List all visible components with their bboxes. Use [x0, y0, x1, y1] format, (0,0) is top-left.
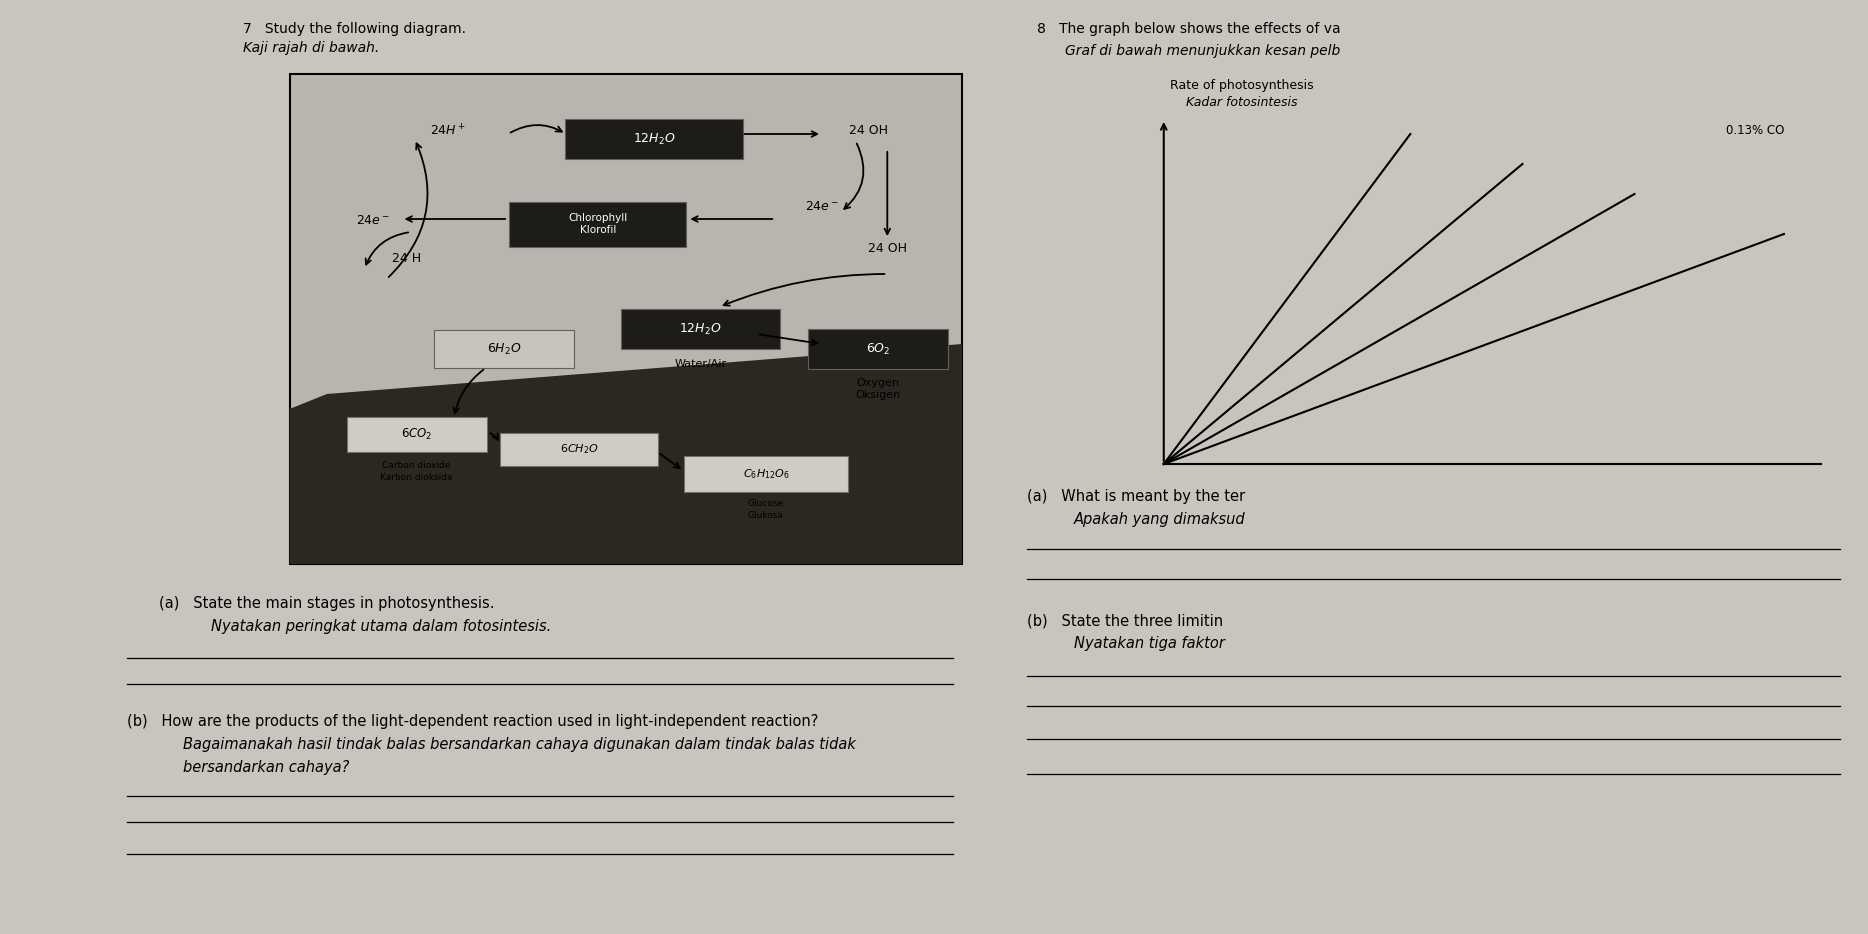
Text: 24 OH: 24 OH: [850, 124, 887, 137]
Text: (b)   How are the products of the light-dependent reaction used in light-indepen: (b) How are the products of the light-de…: [127, 714, 818, 729]
Bar: [684, 456, 848, 492]
Text: 0.13% CO: 0.13% CO: [1726, 124, 1784, 137]
Text: (a)   State the main stages in photosynthesis.: (a) State the main stages in photosynthe…: [159, 596, 495, 611]
Text: $12H_2O$: $12H_2O$: [633, 132, 674, 147]
Bar: [809, 329, 949, 369]
Text: 8   The graph below shows the effects of va: 8 The graph below shows the effects of v…: [1037, 22, 1341, 36]
Text: (b)   State the three limitin: (b) State the three limitin: [1027, 614, 1224, 629]
Text: $24 e^-$: $24 e^-$: [357, 215, 390, 228]
Text: Bagaimanakah hasil tindak balas bersandarkan cahaya digunakan dalam tindak balas: Bagaimanakah hasil tindak balas bersanda…: [183, 737, 856, 752]
Bar: [501, 432, 659, 465]
Text: $C_6H_{12}O_6$: $C_6H_{12}O_6$: [742, 467, 790, 481]
Text: Carbon dioxide: Carbon dioxide: [383, 461, 450, 471]
Text: $24 e^-$: $24 e^-$: [805, 200, 839, 213]
Text: Rate of photosynthesis: Rate of photosynthesis: [1171, 79, 1313, 92]
Bar: [347, 417, 488, 451]
Text: Kaji rajah di bawah.: Kaji rajah di bawah.: [243, 41, 379, 55]
Text: Kadar fotosintesis: Kadar fotosintesis: [1186, 96, 1298, 109]
Text: 24 H: 24 H: [392, 252, 422, 265]
Text: Water/Air: Water/Air: [674, 359, 727, 369]
Text: $24 H^+$: $24 H^+$: [430, 123, 467, 138]
Text: $6CO_2$: $6CO_2$: [402, 427, 432, 442]
Text: 24 OH: 24 OH: [869, 243, 906, 256]
Text: bersandarkan cahaya?: bersandarkan cahaya?: [183, 760, 349, 775]
Bar: [290, 74, 962, 564]
Text: (a)   What is meant by the ter: (a) What is meant by the ter: [1027, 489, 1246, 504]
Bar: [510, 202, 687, 247]
Bar: [566, 119, 743, 159]
Polygon shape: [290, 344, 962, 564]
Bar: [435, 330, 575, 368]
Text: Nyatakan peringkat utama dalam fotosintesis.: Nyatakan peringkat utama dalam fotosinte…: [211, 619, 551, 634]
Text: Nyatakan tiga faktor: Nyatakan tiga faktor: [1074, 636, 1225, 651]
Text: Graf di bawah menunjukkan kesan pelb: Graf di bawah menunjukkan kesan pelb: [1065, 44, 1339, 58]
Text: $12H_2O$: $12H_2O$: [680, 321, 721, 336]
Text: Oxygen
Oksigen: Oxygen Oksigen: [856, 378, 900, 400]
Text: $6O_2$: $6O_2$: [865, 342, 891, 357]
Text: $6H_2O$: $6H_2O$: [488, 342, 521, 357]
Text: $6CH_2O$: $6CH_2O$: [560, 442, 598, 456]
Text: 7   Study the following diagram.: 7 Study the following diagram.: [243, 22, 465, 36]
Text: Apakah yang dimaksud: Apakah yang dimaksud: [1074, 512, 1246, 527]
Text: Karbon dioksida: Karbon dioksida: [381, 474, 452, 483]
Bar: [622, 309, 781, 349]
Text: Glucose: Glucose: [747, 500, 785, 508]
Text: Glukosa: Glukosa: [747, 512, 785, 520]
Text: Chlorophyll
Klorofil: Chlorophyll Klorofil: [568, 213, 628, 234]
